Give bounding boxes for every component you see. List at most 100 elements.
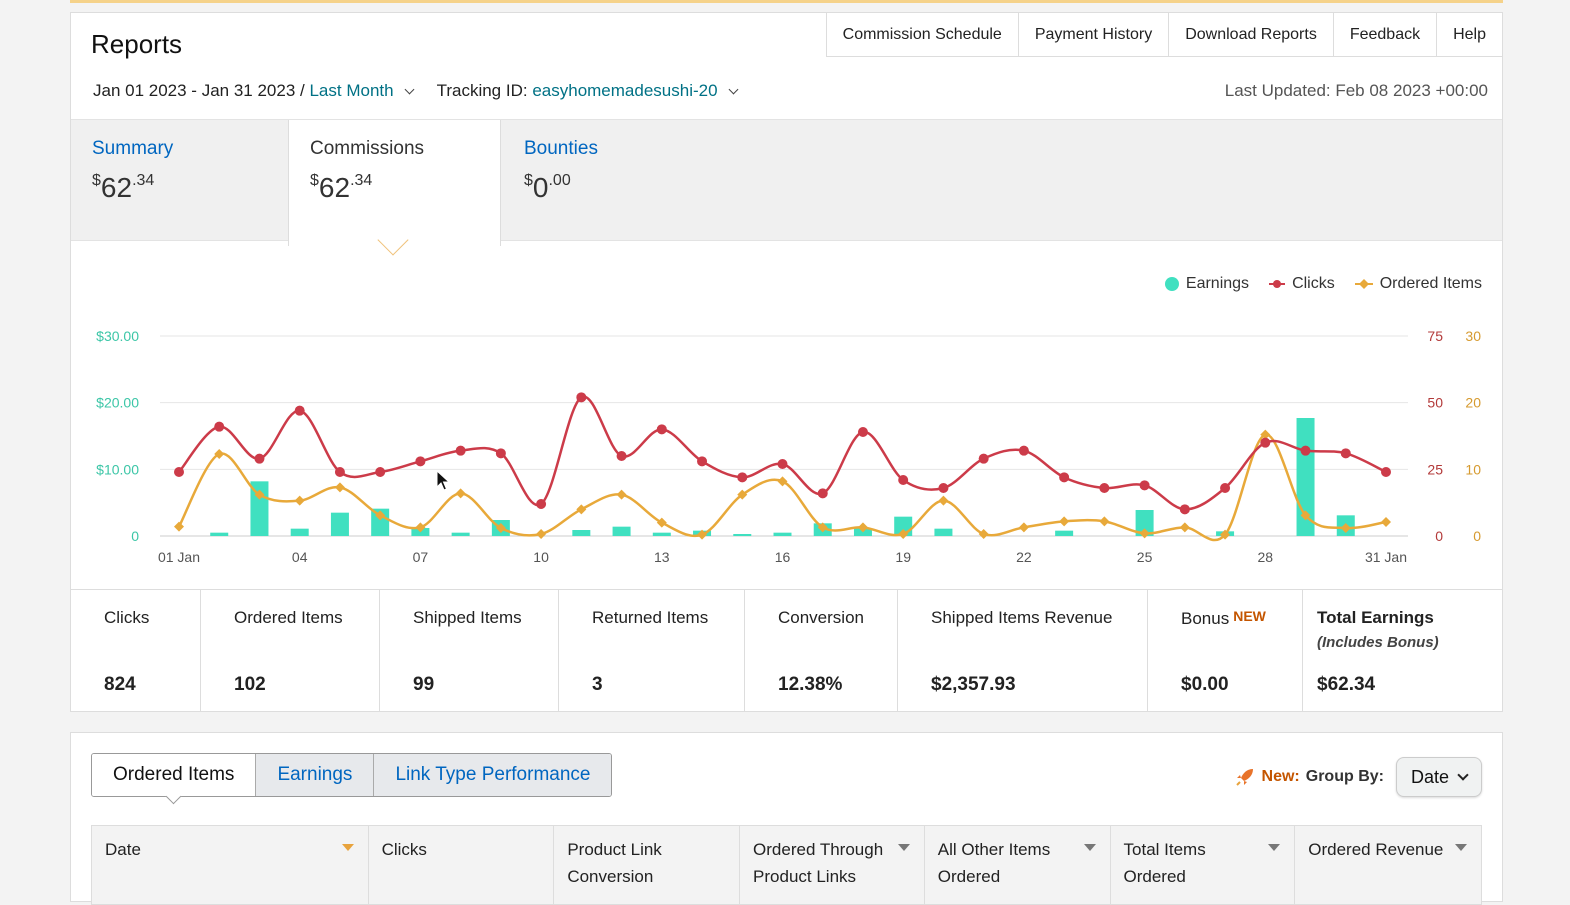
tab-link-type-performance[interactable]: Link Type Performance	[373, 754, 612, 796]
chevron-down-icon[interactable]	[404, 84, 415, 94]
chevron-down-icon[interactable]	[728, 84, 738, 94]
clicks-point	[455, 445, 466, 456]
tab-label: Bounties	[524, 138, 598, 159]
stat-ordered-items: Ordered Items 102	[201, 590, 380, 712]
sort-icon[interactable]	[1454, 844, 1467, 851]
ordered-items-point	[817, 522, 828, 533]
clicks-point	[656, 424, 667, 435]
stat-clicks: Clicks 824	[71, 590, 201, 712]
earnings-bar	[451, 532, 470, 536]
new-label: New:	[1261, 768, 1300, 785]
group-by-select[interactable]: Date	[1395, 757, 1482, 797]
tab-amount: $0.00	[524, 172, 571, 203]
ordered-items-point	[1059, 516, 1070, 527]
earnings-bar	[934, 528, 953, 536]
metric-tabs: Summary $62.34 Commissions $62.34 Bounti…	[71, 119, 1502, 246]
legend-clicks[interactable]: Clicks	[1269, 275, 1335, 293]
earnings-bar	[612, 526, 631, 536]
feedback-link[interactable]: Feedback	[1332, 13, 1436, 56]
ordered-items-point	[1381, 517, 1391, 527]
legend-ordered-items[interactable]: Ordered Items	[1354, 275, 1482, 293]
payment-history-link[interactable]: Payment History	[1017, 13, 1168, 56]
earnings-bar	[773, 532, 792, 536]
column-ordered-through-links[interactable]: Ordered Through Product Links	[740, 826, 925, 904]
sort-icon[interactable]	[897, 844, 910, 851]
tab-summary[interactable]: Summary $62.34	[71, 120, 288, 242]
stat-bonus: Bonus NEW $0.00	[1148, 590, 1303, 712]
ordered-items-point	[254, 489, 265, 500]
column-clicks[interactable]: Clicks	[369, 826, 555, 904]
stat-shipped-revenue: Shipped Items Revenue $2,357.93	[898, 590, 1148, 712]
stat-shipped-items: Shipped Items 99	[380, 590, 559, 712]
y-left-tick-label: 0	[131, 528, 139, 544]
ordered-items-point	[1260, 429, 1271, 440]
ordered-items-point	[214, 449, 225, 459]
column-date[interactable]: Date	[92, 826, 369, 904]
clicks-point	[375, 467, 386, 477]
y-ordered-tick-label: 0	[1473, 528, 1481, 544]
x-tick-label: 22	[1016, 549, 1032, 565]
chevron-down-icon	[1457, 769, 1469, 781]
earnings-bar	[1135, 510, 1154, 536]
tab-earnings[interactable]: Earnings	[255, 754, 374, 796]
tab-bounties[interactable]: Bounties $0.00	[503, 120, 720, 242]
column-ordered-revenue[interactable]: Ordered Revenue	[1295, 826, 1481, 904]
ordered-items-point	[375, 510, 386, 521]
clicks-point	[817, 488, 828, 499]
legend-earnings[interactable]: Earnings	[1164, 275, 1249, 293]
ordered-items-point	[1300, 510, 1311, 521]
y-clicks-tick-label: 0	[1435, 528, 1443, 544]
help-link[interactable]: Help	[1436, 13, 1502, 56]
ordered-items-point	[174, 521, 184, 532]
ordered-items-point	[1139, 528, 1150, 539]
y-ordered-tick-label: 30	[1465, 328, 1481, 344]
sort-icon[interactable]	[1268, 844, 1281, 851]
clicks-point	[938, 483, 949, 493]
ordered-items-point	[495, 523, 506, 533]
date-preset-dropdown[interactable]: Last Month	[309, 81, 394, 100]
clicks-point	[1300, 445, 1311, 456]
earnings-bar	[330, 512, 349, 536]
clicks-point	[1260, 437, 1271, 448]
column-all-other-items[interactable]: All Other Items Ordered	[925, 826, 1111, 904]
y-left-tick-label: $10.00	[96, 461, 139, 477]
mouse-cursor-icon	[436, 470, 450, 491]
clicks-point	[1220, 483, 1231, 493]
sort-icon[interactable]	[1083, 844, 1096, 851]
x-tick-label: 04	[292, 549, 308, 565]
ordered-items-point	[898, 529, 909, 539]
ordered-items-point	[576, 504, 587, 515]
chart-area: Earnings Clicks Ordered Items 0 0 0 $10.00 2…	[71, 253, 1502, 589]
table-header: Date Clicks Product Link Conversion Order…	[91, 825, 1482, 905]
x-tick-label: 10	[533, 549, 549, 565]
clicks-point	[495, 448, 506, 459]
ordered-items-point	[1018, 522, 1029, 533]
y-clicks-tick-label: 75	[1427, 328, 1443, 344]
ordered-items-point	[1099, 516, 1110, 527]
download-reports-link[interactable]: Download Reports	[1168, 13, 1333, 56]
x-tick-label: 07	[413, 549, 429, 565]
ordered-items-point	[656, 517, 667, 528]
tracking-id-dropdown[interactable]: easyhomemadesushi-20	[532, 81, 718, 100]
ordered-items-point	[1220, 529, 1231, 540]
clicks-point	[294, 405, 305, 416]
column-total-items-ordered[interactable]: Total Items Ordered	[1111, 826, 1296, 904]
report-filters: Jan 01 2023 - Jan 31 2023 / Last Month T…	[93, 81, 751, 101]
ordered-items-point	[334, 482, 345, 493]
group-by-label: Group By:	[1305, 768, 1384, 785]
stats-row: Clicks 824 Ordered Items 102 Shipped Items…	[71, 589, 1502, 712]
sort-desc-icon[interactable]	[341, 844, 354, 851]
earnings-bar	[1055, 530, 1074, 536]
tab-label: Summary	[92, 138, 174, 159]
top-accent-line	[70, 0, 1503, 3]
earnings-bar	[733, 534, 752, 536]
x-tick-label: 19	[895, 549, 911, 565]
ordered-items-point	[616, 489, 627, 500]
clicks-point	[254, 453, 265, 464]
new-badge: NEW	[1233, 608, 1266, 624]
y-ordered-tick-label: 10	[1465, 461, 1481, 477]
column-product-link-conversion[interactable]: Product Link Conversion	[554, 826, 741, 904]
commission-schedule-link[interactable]: Commission Schedule	[842, 26, 1002, 43]
tab-label: Commissions	[310, 138, 425, 159]
report-table-panel: Ordered Items Earnings Link Type Perform…	[70, 732, 1503, 905]
